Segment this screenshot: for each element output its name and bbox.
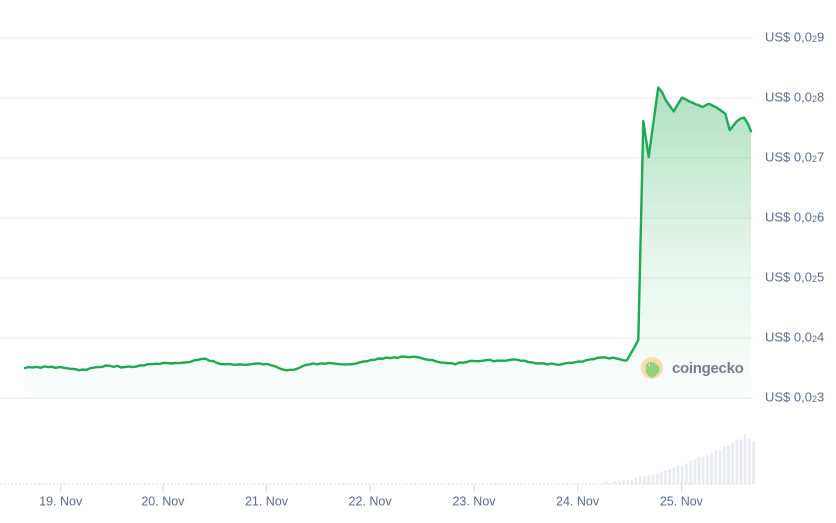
svg-text:22. Nov: 22. Nov (349, 494, 393, 508)
svg-text:US$ 0,024: US$ 0,024 (765, 329, 824, 344)
svg-text:24. Nov: 24. Nov (556, 494, 600, 508)
svg-text:US$ 0,023: US$ 0,023 (765, 389, 824, 404)
svg-text:20. Nov: 20. Nov (141, 494, 185, 508)
svg-text:US$ 0,028: US$ 0,028 (765, 89, 824, 104)
svg-text:25. Nov: 25. Nov (660, 494, 704, 508)
svg-text:US$ 0,029: US$ 0,029 (765, 29, 824, 44)
svg-text:23. Nov: 23. Nov (452, 494, 496, 508)
svg-text:21. Nov: 21. Nov (245, 494, 289, 508)
svg-text:US$ 0,026: US$ 0,026 (765, 209, 824, 224)
svg-text:19. Nov: 19. Nov (39, 494, 83, 508)
svg-text:US$ 0,025: US$ 0,025 (765, 269, 824, 284)
svg-text:US$ 0,027: US$ 0,027 (765, 149, 824, 164)
